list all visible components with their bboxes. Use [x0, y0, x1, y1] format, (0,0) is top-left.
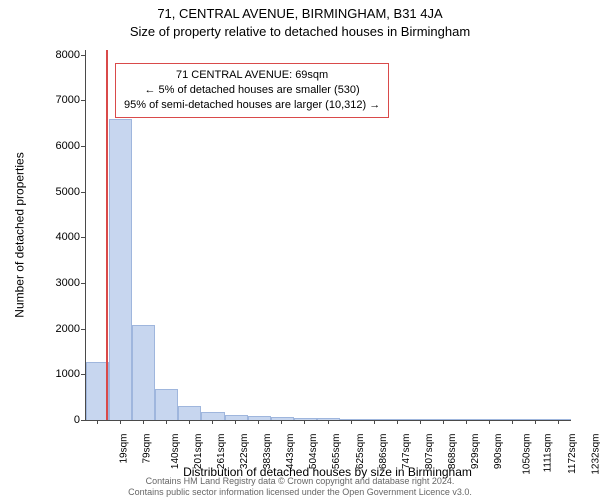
y-axis-label-text: Number of detached properties: [13, 152, 27, 317]
ytick-label: 6000: [30, 140, 80, 152]
xtick-mark: [489, 420, 490, 424]
xtick-label: 201sqm: [193, 434, 204, 470]
xtick-label: 79sqm: [141, 434, 152, 464]
xtick-mark: [466, 420, 467, 424]
annotation-line: 95% of semi-detached houses are larger (…: [124, 98, 380, 113]
histogram-bar: [201, 412, 224, 420]
histogram-bar: [409, 419, 432, 420]
xtick-mark: [120, 420, 121, 424]
ytick-label: 8000: [30, 49, 80, 61]
xtick-mark: [351, 420, 352, 424]
histogram-bar: [294, 418, 317, 420]
xtick-mark: [166, 420, 167, 424]
histogram-bar: [456, 419, 479, 420]
xtick-label: 990sqm: [493, 434, 504, 470]
footer-attribution: Contains HM Land Registry data © Crown c…: [0, 476, 600, 499]
annotation-line: 71 CENTRAL AVENUE: 69sqm: [124, 68, 380, 83]
ytick-label: 2000: [30, 323, 80, 335]
xtick-label: 504sqm: [308, 434, 319, 470]
annotation-box: 71 CENTRAL AVENUE: 69sqm← 5% of detached…: [115, 63, 389, 118]
xtick-mark: [535, 420, 536, 424]
xtick-mark: [304, 420, 305, 424]
xtick-mark: [558, 420, 559, 424]
ytick-label: 3000: [30, 277, 80, 289]
xtick-label: 929sqm: [470, 434, 481, 470]
xtick-mark: [397, 420, 398, 424]
histogram-bar: [548, 419, 571, 420]
ytick-label: 0: [30, 414, 80, 426]
y-axis-label: Number of detached properties: [10, 50, 30, 420]
histogram-bar: [432, 419, 455, 420]
annotation-line: ← 5% of detached houses are smaller (530…: [124, 83, 380, 98]
xtick-label: 807sqm: [424, 434, 435, 470]
footer-line2: Contains public sector information licen…: [0, 487, 600, 498]
histogram-bar: [132, 325, 155, 420]
xtick-label: 261sqm: [216, 434, 227, 470]
xtick-label: 625sqm: [355, 434, 366, 470]
xtick-mark: [235, 420, 236, 424]
histogram-bar: [225, 415, 248, 420]
xtick-label: 383sqm: [262, 434, 273, 470]
chart-title-sub: Size of property relative to detached ho…: [0, 24, 600, 39]
ytick-label: 4000: [30, 231, 80, 243]
xtick-mark: [443, 420, 444, 424]
xtick-label: 19sqm: [118, 434, 129, 464]
xtick-mark: [512, 420, 513, 424]
xtick-label: 443sqm: [285, 434, 296, 470]
xtick-label: 140sqm: [170, 434, 181, 470]
histogram-bar: [502, 419, 525, 420]
chart-title-address: 71, CENTRAL AVENUE, BIRMINGHAM, B31 4JA: [0, 6, 600, 21]
page: 71, CENTRAL AVENUE, BIRMINGHAM, B31 4JA …: [0, 0, 600, 500]
xtick-mark: [189, 420, 190, 424]
xtick-mark: [97, 420, 98, 424]
xtick-mark: [374, 420, 375, 424]
histogram-bar: [271, 417, 294, 420]
xtick-label: 565sqm: [331, 434, 342, 470]
xtick-mark: [143, 420, 144, 424]
xtick-mark: [328, 420, 329, 424]
histogram-bar: [109, 119, 132, 420]
ytick-label: 1000: [30, 368, 80, 380]
histogram-bar: [479, 419, 502, 420]
xtick-label: 868sqm: [447, 434, 458, 470]
xtick-label: 686sqm: [378, 434, 389, 470]
histogram-bar: [525, 419, 548, 420]
footer-line1: Contains HM Land Registry data © Crown c…: [0, 476, 600, 487]
xtick-mark: [420, 420, 421, 424]
histogram-bar: [178, 406, 201, 420]
histogram-bar: [340, 419, 363, 420]
xtick-mark: [281, 420, 282, 424]
xtick-label: 747sqm: [401, 434, 412, 470]
xtick-label: 1232sqm: [591, 434, 600, 475]
histogram-bar: [248, 416, 271, 420]
xtick-mark: [212, 420, 213, 424]
reference-line: [106, 50, 108, 420]
histogram-bar: [363, 419, 386, 420]
xtick-mark: [258, 420, 259, 424]
xtick-label: 322sqm: [239, 434, 250, 470]
ytick-label: 7000: [30, 94, 80, 106]
histogram-bar: [155, 389, 178, 420]
ytick-label: 5000: [30, 186, 80, 198]
histogram-bar: [386, 419, 409, 420]
